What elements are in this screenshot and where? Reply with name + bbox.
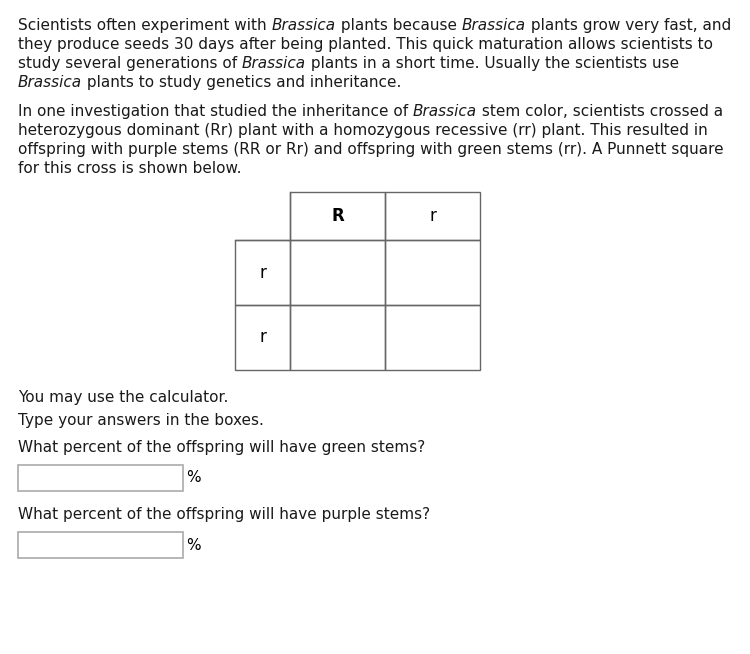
Text: plants grow very fast, and: plants grow very fast, and	[526, 18, 730, 33]
Text: Brassica: Brassica	[18, 75, 82, 90]
Text: plants because: plants because	[336, 18, 461, 33]
Bar	[290, 305, 385, 370]
Text: Scientists often experiment with: Scientists often experiment with	[18, 18, 272, 33]
Text: Brassica: Brassica	[272, 18, 336, 33]
FancyBboxPatch shape	[18, 532, 183, 558]
Text: In one investigation that studied the inheritance of: In one investigation that studied the in…	[18, 104, 413, 119]
Text: for this cross is shown below.: for this cross is shown below.	[18, 161, 242, 176]
Text: Brassica: Brassica	[461, 18, 526, 33]
Text: You may use the calculator.: You may use the calculator.	[18, 390, 228, 405]
Text: plants to study genetics and inheritance.: plants to study genetics and inheritance…	[82, 75, 401, 90]
Text: Type your answers in the boxes.: Type your answers in the boxes.	[18, 413, 264, 428]
Text: Brassica: Brassica	[413, 104, 477, 119]
Text: %: %	[186, 538, 201, 553]
Text: heterozygous dominant (Rr) plant with a homozygous recessive (rr) plant. This re: heterozygous dominant (Rr) plant with a …	[18, 123, 708, 138]
Text: stem color, scientists crossed a: stem color, scientists crossed a	[477, 104, 723, 119]
Text: r: r	[429, 207, 436, 225]
Bar	[290, 240, 385, 305]
FancyBboxPatch shape	[18, 465, 183, 491]
Text: they produce seeds 30 days after being planted. This quick maturation allows sci: they produce seeds 30 days after being p…	[18, 37, 713, 52]
Bar	[235, 240, 290, 305]
Text: r: r	[259, 264, 266, 281]
Bar	[235, 305, 290, 370]
Text: r: r	[259, 328, 266, 347]
Text: Brassica: Brassica	[242, 56, 306, 71]
Bar	[385, 305, 480, 370]
Text: What percent of the offspring will have purple stems?: What percent of the offspring will have …	[18, 507, 430, 522]
Bar	[385, 192, 480, 240]
Bar	[290, 192, 385, 240]
Text: What percent of the offspring will have green stems?: What percent of the offspring will have …	[18, 440, 425, 455]
Text: offspring with purple stems (RR or Rr) and offspring with green stems (rr). A Pu: offspring with purple stems (RR or Rr) a…	[18, 142, 724, 157]
Text: study several generations of: study several generations of	[18, 56, 242, 71]
Text: plants in a short time. Usually the scientists use: plants in a short time. Usually the scie…	[306, 56, 680, 71]
Text: %: %	[186, 470, 201, 485]
Text: R: R	[332, 207, 344, 225]
Bar	[385, 240, 480, 305]
